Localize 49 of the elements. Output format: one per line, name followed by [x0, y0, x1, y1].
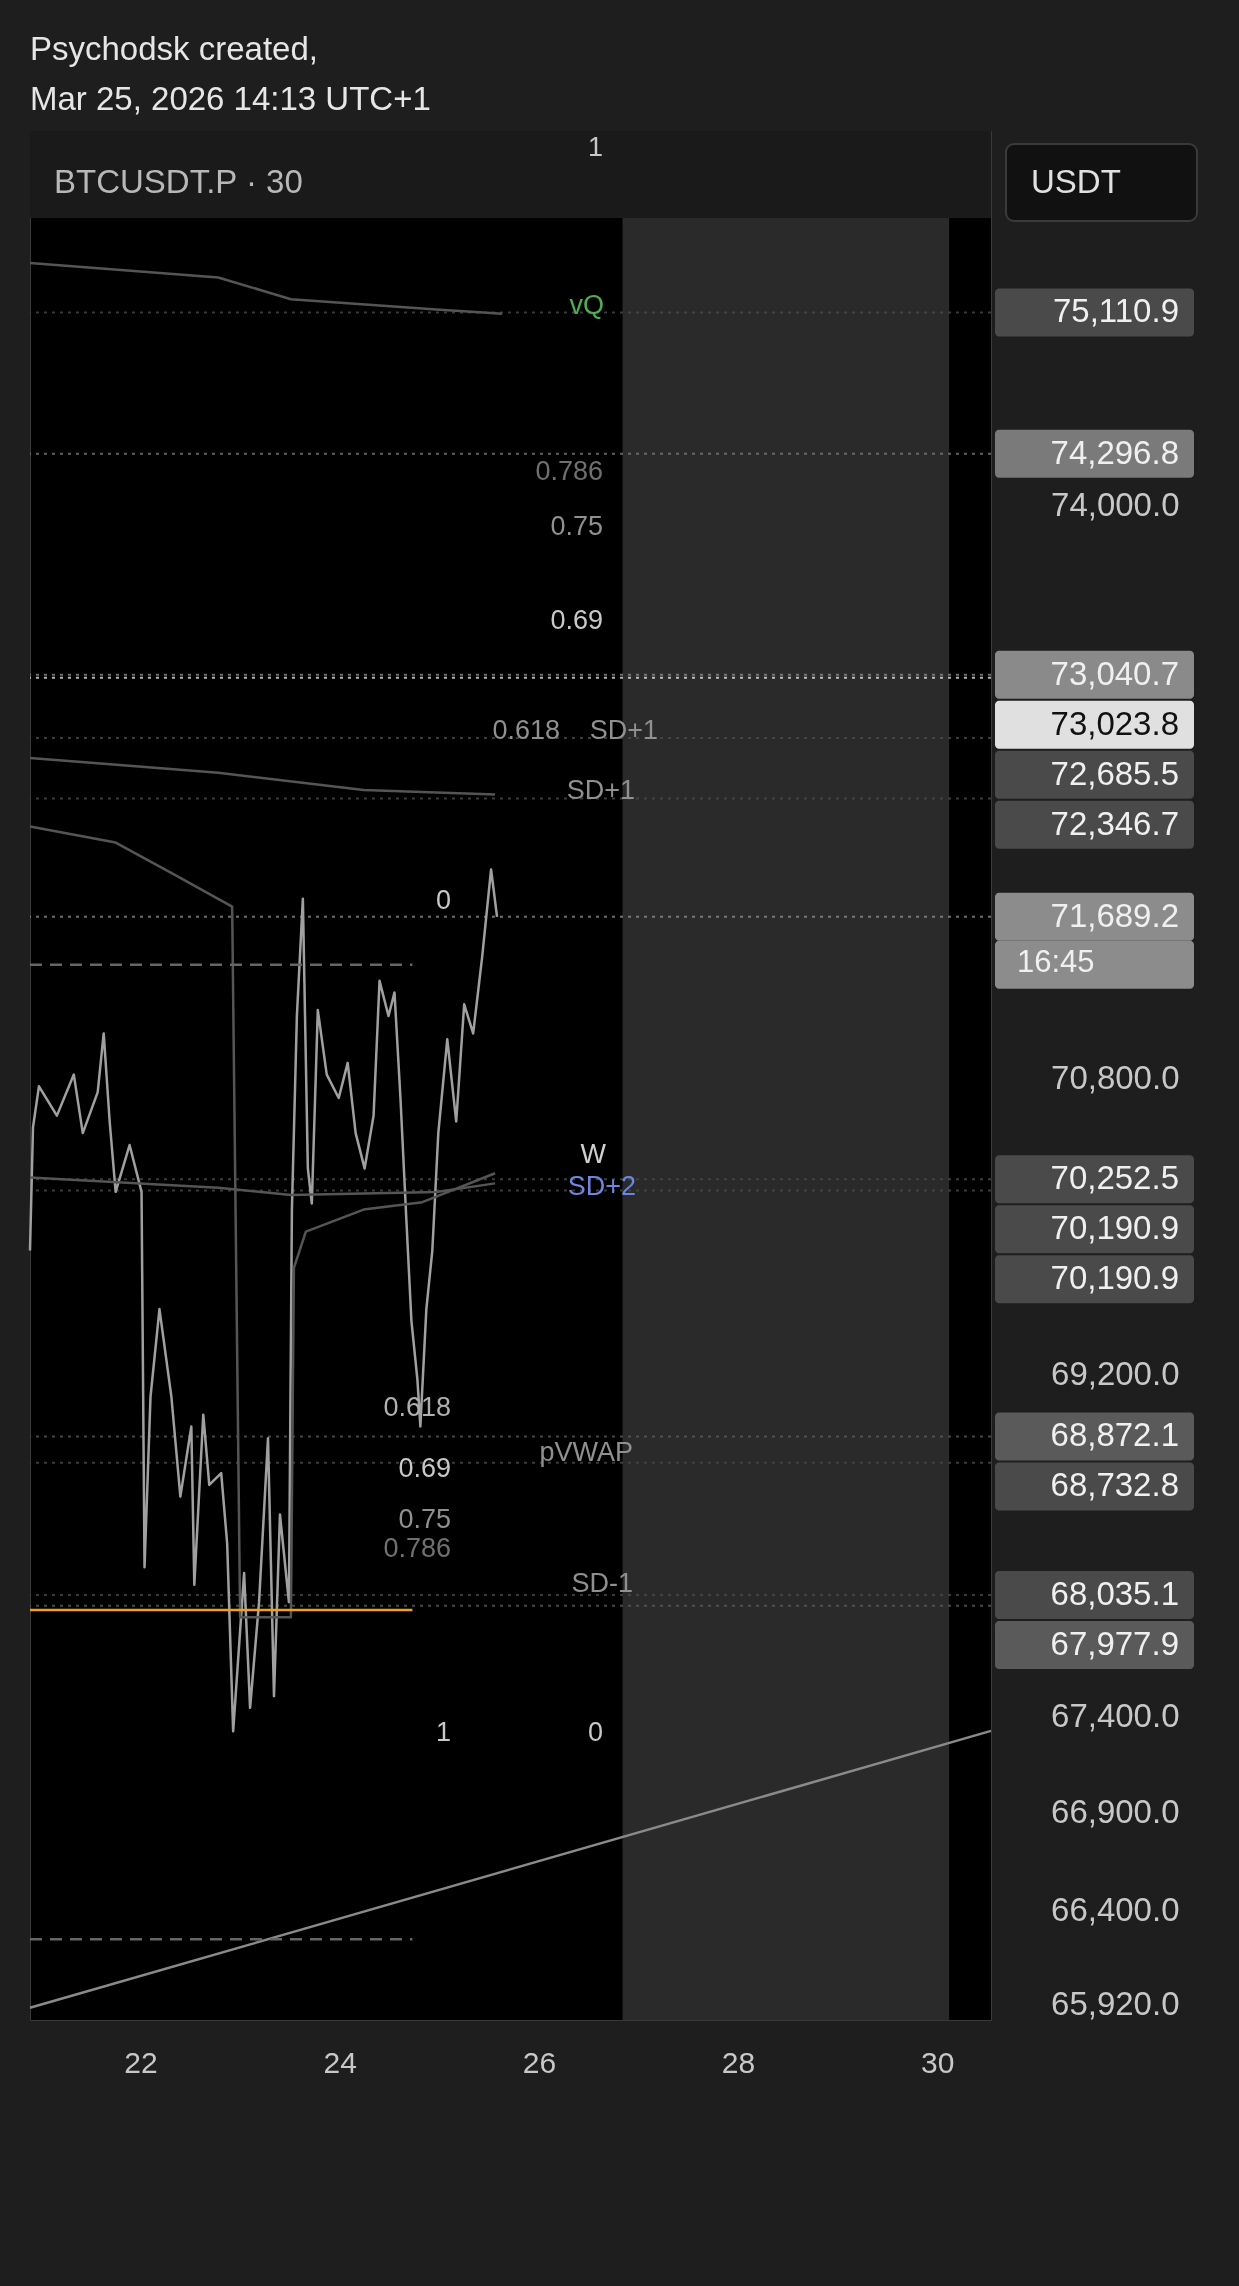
- x-tick-label: 24: [323, 2045, 357, 2079]
- text: Mar 25, 2026 14:13 UTC+1: [30, 80, 431, 117]
- annotation: 0.786: [383, 1533, 451, 1563]
- ref-line-label: 68,035.1: [1050, 1574, 1179, 1612]
- text: Psychodsk created,: [30, 30, 318, 67]
- annotation: 0: [587, 1717, 603, 1747]
- y-tick-label: 70,800.0: [1051, 1059, 1180, 1097]
- ref-line-label: 68,732.8: [1050, 1466, 1179, 1504]
- annotation: 0.786: [535, 456, 603, 486]
- annotation: SD+1: [589, 715, 658, 745]
- ref-line-label: 68,872.1: [1050, 1416, 1179, 1454]
- annotation: 0.69: [550, 605, 603, 635]
- ref-line-label: 70,252.5: [1050, 1159, 1179, 1197]
- ref-line-label: 73,040.7: [1050, 654, 1179, 692]
- ref-line-label: 72,685.5: [1050, 754, 1179, 792]
- annotation: 0.75: [398, 1504, 451, 1534]
- ref-line-label: 73,023.8: [1050, 704, 1179, 742]
- x-tick-label: 30: [921, 2045, 955, 2079]
- annotation: 1: [435, 1717, 451, 1747]
- annotation: 0.69: [398, 1453, 451, 1483]
- ref-line-label: 71,689.2: [1050, 896, 1179, 934]
- ref-line-label: 67,977.9: [1050, 1624, 1179, 1662]
- y-tick-label: 66,900.0: [1051, 1793, 1180, 1831]
- annotation: SD+1: [566, 775, 635, 805]
- ref-line-label: 72,346.7: [1050, 804, 1179, 842]
- x-tick-label: 22: [124, 2045, 158, 2079]
- annotation: vQ: [569, 290, 604, 320]
- annotation: 0.75: [550, 511, 603, 541]
- annotation: 0: [435, 885, 451, 915]
- y-tick-label: 74,000.0: [1051, 486, 1180, 524]
- annotation: SD-1: [571, 1568, 633, 1598]
- x-tick-label: 28: [721, 2045, 756, 2079]
- text: 70,190.9: [1050, 1259, 1179, 1297]
- text: 16:45: [1017, 943, 1095, 979]
- text: BTCUSDT.P · 30: [54, 163, 303, 200]
- y-tick-label: 66,400.0: [1051, 1890, 1180, 1928]
- ref-line-label: 70,190.9: [1050, 1209, 1179, 1247]
- ref-line-label: 74,296.8: [1050, 433, 1179, 471]
- y-tick-label: 67,400.0: [1051, 1696, 1180, 1734]
- y-tick-label: 69,200.0: [1051, 1355, 1180, 1393]
- annotation: W: [580, 1139, 607, 1169]
- text: USDT: [1031, 163, 1121, 200]
- y-tick-label: 65,920.0: [1051, 1984, 1180, 2022]
- annotation: pVWAP: [539, 1437, 633, 1467]
- x-tick-label: 26: [522, 2045, 557, 2079]
- annotation: SD+2: [567, 1171, 636, 1201]
- annotation: 1: [587, 132, 603, 162]
- ref-line-label: 75,110.9: [1052, 292, 1179, 330]
- annotation: 0.618: [492, 715, 560, 745]
